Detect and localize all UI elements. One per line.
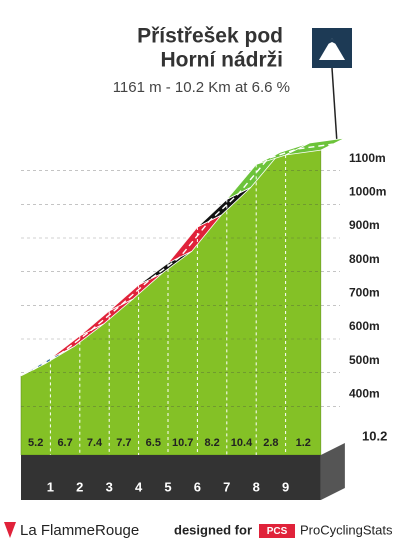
gradient-label: 7.4	[87, 437, 103, 449]
y-tick-label: 1000m	[349, 185, 386, 199]
title-line: Horní nádrži	[160, 49, 283, 72]
gradient-label: 10.4	[231, 437, 253, 449]
brand-icon	[4, 522, 16, 538]
gradient-label: 6.5	[146, 437, 161, 449]
footer: La FlammeRouge designed for PCS ProCycli…	[4, 522, 393, 539]
gradient-label: 7.7	[116, 437, 131, 449]
gradient-label: 2.8	[263, 437, 278, 449]
km-label: 2	[76, 479, 83, 494]
gradient-label: 5.2	[28, 437, 43, 449]
km-label: 1	[47, 479, 54, 494]
y-tick-label: 400m	[349, 387, 380, 401]
km-label: 7	[223, 479, 230, 494]
km-label: 6	[194, 479, 201, 494]
credit: designed for	[174, 522, 252, 537]
km-label: 8	[253, 479, 260, 494]
gradient-label: 10.7	[172, 437, 193, 449]
mountain-icon	[319, 38, 345, 60]
y-tick-label: 800m	[349, 252, 380, 266]
flag-pole	[331, 67, 338, 142]
front-face	[20, 149, 322, 456]
title-line: Přístřešek pod	[137, 25, 283, 48]
km-label: 3	[106, 479, 113, 494]
distance-label: 10.2	[362, 428, 387, 443]
y-tick-label: 600m	[349, 319, 380, 333]
logo: PCS	[267, 526, 288, 537]
gradient-label: 6.7	[57, 437, 72, 449]
profile: 400m 500m 600m 700m 800m 900m 1000m 1100m 1 2 3 4 5 6…	[20, 67, 387, 500]
mountain-snow	[328, 38, 336, 44]
gradient-label: 8.2	[204, 437, 219, 449]
y-tick-label: 1100m	[349, 151, 386, 165]
subtitle: 1161 m - 10.2 Km at 6.6 %	[113, 79, 290, 96]
strip-centre-line	[32, 143, 333, 371]
base-band	[21, 455, 321, 500]
km-label: 9	[282, 479, 289, 494]
brand: La FlammeRouge	[20, 522, 139, 539]
y-tick-label: 500m	[349, 353, 380, 367]
km-label: 5	[164, 479, 171, 494]
base-end	[320, 443, 345, 500]
y-tick-label: 700m	[349, 286, 380, 300]
km-label: 4	[135, 479, 143, 494]
y-tick-label: 900m	[349, 218, 380, 232]
gradient-label: 1.2	[296, 437, 311, 449]
logo-box	[259, 524, 295, 538]
site: ProCyclingStats	[300, 522, 393, 537]
